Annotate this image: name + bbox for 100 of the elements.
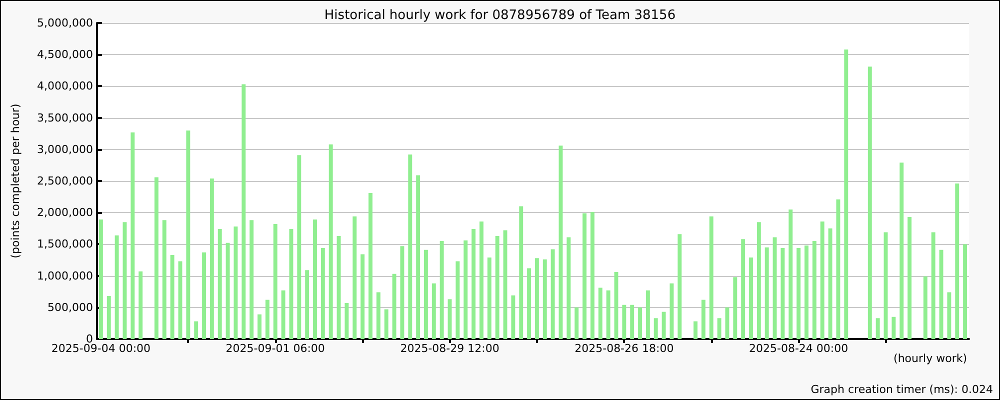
bar <box>717 318 722 339</box>
bar <box>701 300 706 339</box>
bar <box>495 236 500 339</box>
bar <box>250 220 254 339</box>
bar <box>725 307 730 339</box>
bar <box>464 240 468 339</box>
bar <box>487 257 492 339</box>
bar <box>868 66 872 339</box>
bar <box>368 193 372 339</box>
bar <box>360 254 365 339</box>
bar <box>963 244 968 339</box>
bar <box>590 212 594 339</box>
bar <box>812 241 816 339</box>
bar <box>138 271 143 339</box>
bar <box>440 241 444 339</box>
bar <box>694 321 698 339</box>
bar <box>226 242 230 339</box>
bar <box>289 229 294 339</box>
y-tick-label: 1,000,000 <box>37 269 93 282</box>
bar <box>836 199 840 339</box>
bar <box>741 239 746 339</box>
bar <box>186 130 190 339</box>
y-tick-label: 5,000,000 <box>37 16 93 30</box>
bar <box>98 220 103 339</box>
bar <box>344 302 349 339</box>
y-tick-label: 2,000,000 <box>37 206 93 220</box>
bar <box>519 206 524 339</box>
bar <box>242 84 246 339</box>
bar <box>955 184 960 339</box>
bar <box>273 224 278 339</box>
bar <box>130 132 135 339</box>
bar <box>772 237 777 339</box>
y-tick-label: 4,500,000 <box>37 48 93 62</box>
bar <box>408 154 412 339</box>
bar <box>947 292 952 339</box>
bar <box>780 248 785 339</box>
y-tick-label: 500,000 <box>48 300 93 314</box>
bar <box>297 155 302 339</box>
bar <box>376 292 380 339</box>
bar <box>804 245 808 339</box>
bar <box>900 162 904 339</box>
bar <box>336 236 341 339</box>
bar <box>574 307 579 339</box>
y-tick-label: 3,000,000 <box>37 142 93 156</box>
bar <box>892 316 896 339</box>
bar <box>416 175 420 339</box>
bar <box>733 277 738 339</box>
bar <box>654 318 658 339</box>
bar <box>646 290 650 339</box>
bar <box>114 235 119 339</box>
bar <box>788 209 793 339</box>
bar <box>202 252 206 339</box>
bar <box>384 309 388 339</box>
bar <box>630 304 634 339</box>
bar <box>456 261 460 339</box>
bar <box>154 177 158 339</box>
bar <box>218 229 222 339</box>
bar <box>305 270 310 339</box>
bar <box>820 221 824 339</box>
bar <box>678 234 682 339</box>
bar <box>796 248 801 339</box>
bar <box>320 248 325 339</box>
bar <box>328 144 333 339</box>
x-tick-label: 2025-08-26 18:00 <box>574 342 674 355</box>
bar <box>749 257 753 339</box>
bar <box>258 314 262 339</box>
bar <box>392 274 396 339</box>
chart-title: Historical hourly work for 0878956789 of Team 38156 <box>324 8 676 23</box>
bar <box>194 321 198 339</box>
bar <box>931 232 936 339</box>
bar <box>432 283 436 339</box>
x-tick-label: 2025-09-04 00:00 <box>51 342 151 355</box>
y-tick-label: 4,000,000 <box>37 80 93 93</box>
bar <box>844 50 848 339</box>
bar <box>709 216 714 339</box>
bar <box>313 220 317 339</box>
bar <box>234 226 238 339</box>
y-tick-label: 2,500,000 <box>37 174 93 188</box>
bar <box>281 290 286 339</box>
y-tick-label: 1,500,000 <box>37 238 93 251</box>
x-axis-title: (hourly work) <box>894 352 968 365</box>
bar <box>764 247 769 339</box>
bar <box>162 220 166 339</box>
bar <box>170 254 174 339</box>
bar <box>923 276 928 339</box>
bar <box>908 217 912 339</box>
bar <box>662 312 666 339</box>
x-tick-label: 2025-09-01 06:00 <box>226 342 325 355</box>
bar <box>511 295 516 339</box>
bar <box>582 213 587 339</box>
text: Graph creation timer (ms): 0.024 <box>810 383 994 396</box>
x-tick-label: 2025-08-29 12:00 <box>400 342 500 355</box>
bar <box>598 288 602 339</box>
bar <box>638 307 642 339</box>
bar <box>210 178 214 339</box>
bar <box>352 216 357 339</box>
bar <box>424 250 428 339</box>
bar <box>566 237 571 339</box>
bar <box>479 221 484 339</box>
bar <box>400 246 404 339</box>
